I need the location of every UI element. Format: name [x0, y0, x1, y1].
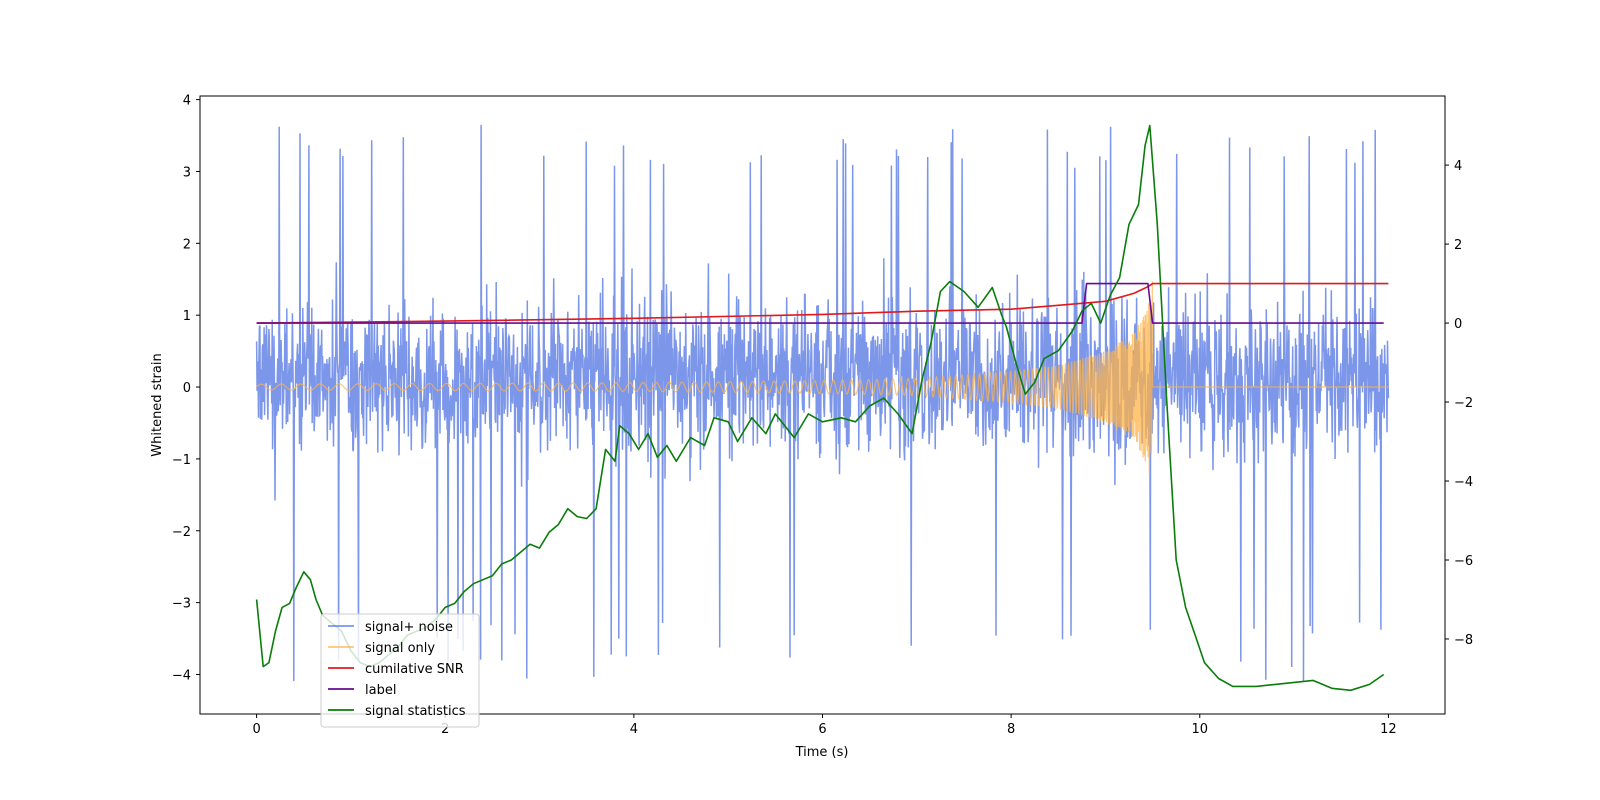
- y-tick-label: 0: [183, 381, 191, 396]
- y-tick-label: −3: [172, 597, 191, 612]
- legend-entry: cumilative SNR: [365, 662, 464, 677]
- x-axis-label: Time (s): [795, 745, 849, 760]
- y-axis-left: 4 3 2 1 0 −1 −2 −3 −4: [172, 94, 200, 683]
- y-tick-label: 4: [183, 94, 191, 109]
- y2-tick-label: −6: [1454, 554, 1473, 569]
- y2-tick-label: −4: [1454, 475, 1473, 490]
- legend-entry: signal only: [365, 641, 435, 656]
- legend: signal+ noise signal only cumilative SNR la…: [320, 613, 480, 728]
- y2-tick-label: −2: [1454, 396, 1473, 411]
- series-signal-only: [256, 281, 1389, 475]
- y2-tick-label: 2: [1454, 238, 1462, 253]
- x-tick-label: 12: [1380, 722, 1397, 737]
- x-tick-label: 10: [1191, 722, 1208, 737]
- y2-tick-label: 4: [1454, 159, 1462, 174]
- series-layer: [255, 124, 1390, 692]
- x-tick-label: 4: [630, 722, 638, 737]
- x-tick-label: 0: [252, 722, 260, 737]
- legend-entry: label: [365, 683, 396, 698]
- y2-tick-label: −8: [1454, 633, 1473, 648]
- y-axis-label: Whitened strain: [150, 353, 165, 456]
- x-tick-label: 6: [818, 722, 826, 737]
- y-tick-label: −2: [172, 525, 191, 540]
- legend-box: [320, 613, 480, 728]
- x-tick-label: 2: [441, 722, 449, 737]
- y-tick-label: 2: [183, 237, 191, 252]
- y-tick-label: −4: [172, 668, 191, 683]
- y-tick-label: 3: [183, 165, 191, 180]
- x-tick-label: 8: [1007, 722, 1015, 737]
- legend-entry: signal+ noise: [365, 620, 453, 635]
- y2-tick-label: 0: [1454, 317, 1462, 332]
- y-tick-label: −1: [172, 453, 191, 468]
- y-tick-label: 1: [183, 309, 191, 324]
- legend-entry: signal statistics: [365, 704, 466, 719]
- y-axis-right: 4 2 0 −2 −4 −6 −8: [1445, 159, 1473, 648]
